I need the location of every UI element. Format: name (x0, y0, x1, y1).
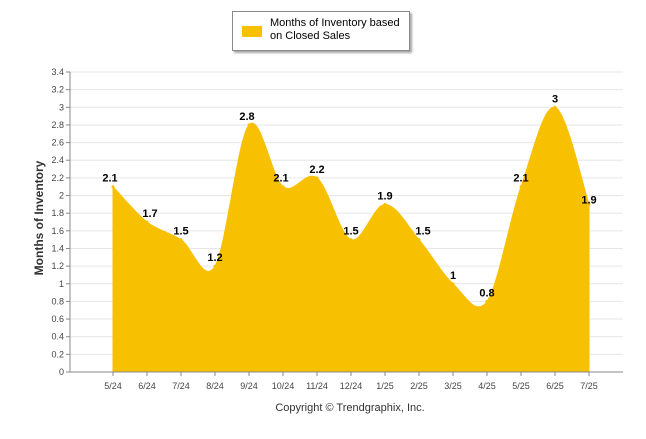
copyright-text: Copyright © Trendgraphix, Inc. (275, 402, 425, 414)
data-label: 3 (552, 93, 558, 105)
x-tick-label: 6/24 (138, 381, 156, 391)
data-label: 1.9 (377, 190, 392, 202)
x-tick-label: 7/24 (172, 381, 190, 391)
y-tick-label: 2.6 (51, 138, 64, 148)
x-tick-label: 9/24 (240, 381, 258, 391)
data-label: 1.5 (343, 226, 358, 238)
data-label: 2.2 (309, 164, 324, 176)
y-tick-label: 0.2 (51, 349, 64, 359)
data-point (451, 282, 455, 286)
x-tick-label: 6/25 (546, 381, 564, 391)
data-point (145, 220, 149, 224)
x-tick-label: 5/25 (512, 381, 530, 391)
y-tick-labels: 0 0.2 0.4 0.6 0.8 1 1.2 1.4 1.6 1.8 2 2.2 2.4 2.6 2.8 3… (51, 67, 70, 377)
y-tick-label: 1.6 (51, 226, 64, 236)
x-tick-label: 7/25 (580, 381, 598, 391)
data-label: 1.2 (207, 252, 222, 264)
x-tick-label: 4/25 (478, 381, 496, 391)
y-tick-label: 3 (59, 102, 64, 112)
legend-swatch (242, 26, 262, 37)
x-tick-label: 5/24 (104, 381, 122, 391)
data-label: 1.7 (142, 208, 157, 220)
data-label: 1.5 (415, 226, 430, 238)
x-tick-label: 12/24 (340, 381, 363, 391)
y-tick-label: 1.4 (51, 243, 64, 253)
x-tick-label: 3/25 (444, 381, 462, 391)
y-tick-label: 2 (59, 191, 64, 201)
data-point (179, 238, 183, 242)
data-point (553, 105, 557, 109)
axes (69, 72, 623, 373)
legend-label: Months of Inventory based on Closed Sale… (270, 17, 400, 42)
data-label: 2.1 (273, 173, 288, 185)
x-tick-label: 2/25 (410, 381, 428, 391)
y-tick-label: 3.4 (51, 67, 64, 77)
data-labels: 2.1 1.7 1.5 1.2 2.8 2.1 2.2 1.5 1.9 1.5 1 0.8 2.1 3 1.… (102, 93, 596, 299)
y-tick-label: 1.2 (51, 261, 64, 271)
data-label: 2.1 (513, 173, 528, 185)
data-point (417, 238, 421, 242)
series-area (111, 105, 591, 373)
y-tick-label: 0 (59, 367, 64, 377)
y-tick-label: 2.2 (51, 173, 64, 183)
x-tick-label: 10/24 (272, 381, 295, 391)
data-point (281, 185, 285, 189)
data-label: 2.1 (102, 173, 117, 185)
data-point (349, 238, 353, 242)
y-tick-label: 0.4 (51, 332, 64, 342)
data-label: 2.8 (239, 111, 254, 123)
data-point (383, 202, 387, 206)
x-tick-labels: 5/24 6/24 7/24 8/24 9/24 10/24 11/24 12/24 1/25 2… (104, 372, 598, 391)
x-tick-label: 1/25 (376, 381, 394, 391)
x-tick-label: 8/24 (206, 381, 224, 391)
y-tick-label: 1.8 (51, 208, 64, 218)
data-point (111, 185, 115, 189)
data-label: 1 (450, 270, 456, 282)
data-point (213, 264, 217, 268)
x-tick-label: 11/24 (306, 381, 328, 391)
data-point (315, 176, 319, 180)
y-tick-label: 0.6 (51, 314, 64, 324)
data-label: 0.8 (479, 287, 494, 299)
y-tick-label: 2.8 (51, 120, 64, 130)
y-tick-label: 0.8 (51, 296, 64, 306)
y-tick-label: 1 (59, 279, 64, 289)
data-label: 1.9 (581, 194, 596, 206)
y-tick-label: 3.2 (51, 85, 64, 95)
data-point (587, 202, 591, 206)
y-tick-label: 2.4 (51, 155, 64, 165)
data-point (247, 123, 251, 127)
legend: Months of Inventory based on Closed Sale… (232, 11, 410, 51)
data-point (485, 299, 489, 303)
y-axis-label: Months of Inventory (32, 160, 46, 275)
data-label: 1.5 (173, 226, 188, 238)
data-point (519, 185, 523, 189)
